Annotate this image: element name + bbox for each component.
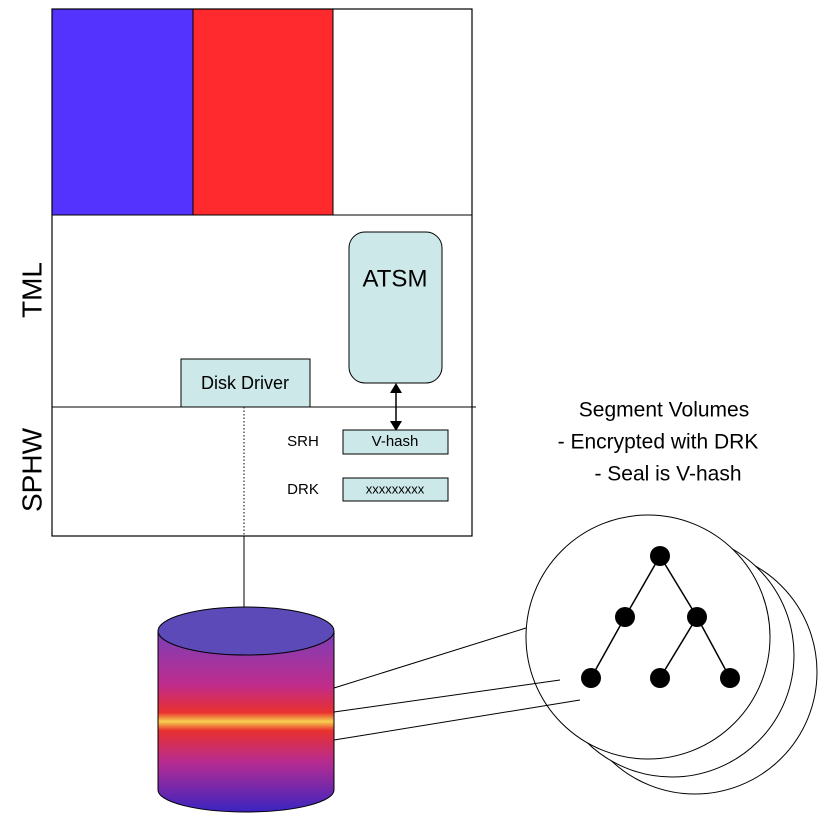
callout-line-text: - Encrypted with DRK bbox=[558, 431, 759, 454]
callout-line bbox=[334, 680, 560, 712]
volume bbox=[526, 515, 770, 759]
callout-line bbox=[334, 700, 580, 740]
disk-driver-label: Disk Driver bbox=[201, 373, 289, 393]
disk-body bbox=[158, 631, 334, 812]
callout-line-text: Segment Volumes bbox=[579, 399, 749, 422]
blue-block bbox=[52, 9, 193, 215]
red-block bbox=[193, 9, 333, 215]
sphw-label: SPHW bbox=[16, 427, 47, 512]
diagram: TML SPHW ATSM Disk Driver SRH V-hash DRK… bbox=[0, 0, 827, 817]
drk-value: xxxxxxxxx bbox=[366, 481, 425, 496]
callout-line-text: - Seal is V-hash bbox=[594, 463, 741, 486]
atsm-box bbox=[349, 232, 442, 383]
atsm-label: ATSM bbox=[363, 265, 428, 292]
page: {"labels": {"tml": "TML", "sphw": "SPHW"… bbox=[0, 0, 827, 817]
srh-label: SRH bbox=[287, 433, 319, 450]
arrow-head bbox=[390, 383, 402, 393]
callout-line bbox=[334, 628, 526, 688]
disk-top bbox=[158, 607, 334, 655]
tml-label: TML bbox=[16, 262, 47, 318]
drk-label: DRK bbox=[287, 481, 319, 498]
v-hash-label: V-hash bbox=[372, 433, 419, 450]
